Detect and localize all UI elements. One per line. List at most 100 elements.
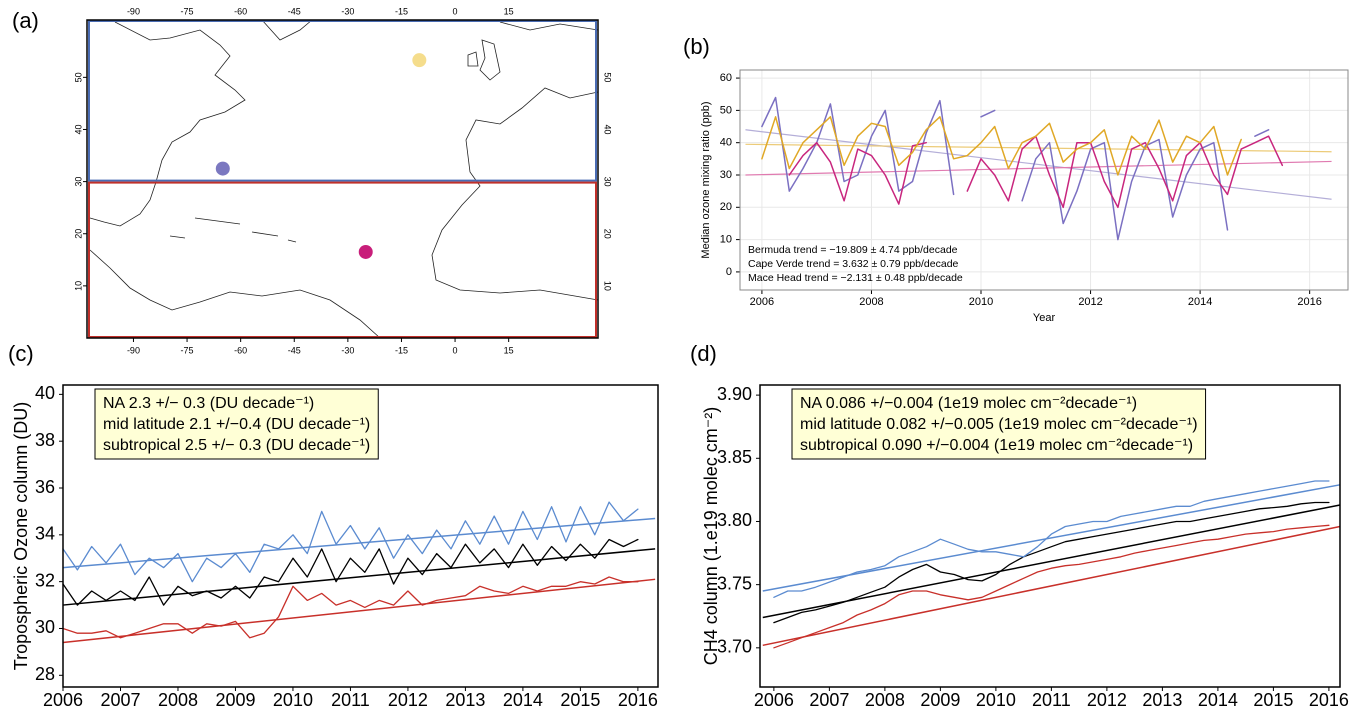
lon-tick-label: 15 (504, 6, 514, 16)
x-tick-label: 2006 (750, 296, 774, 308)
plot-frame (62, 384, 659, 688)
coastline (467, 21, 599, 81)
panel-label: (d) (690, 341, 717, 366)
lat-tick-label: 30 (603, 177, 613, 187)
map-frame (86, 19, 599, 339)
lon-tick-label: -30 (341, 6, 354, 16)
x-tick-label: 2016 (1297, 296, 1321, 308)
legend: NA 2.3 +/− 0.3 (DU decade⁻¹) mid latitude… (94, 388, 379, 460)
lat-tick-label: 50 (73, 72, 83, 82)
trend-line (762, 504, 1341, 619)
x-tick-label: 2016 (1309, 690, 1349, 710)
x-tick-label: 2015 (1253, 690, 1293, 710)
legend-entry: subtropical 0.090 +/−0.004 (1e19 molec c… (800, 437, 1193, 454)
x-tick-label: 2007 (100, 690, 140, 710)
coastline (261, 19, 313, 41)
legend-entry: NA 2.3 +/− 0.3 (DU decade⁻¹) (103, 395, 314, 412)
lon-tick-label: 15 (504, 345, 514, 355)
x-tick-label: 2009 (920, 690, 960, 710)
y-tick-label: 30 (720, 169, 732, 181)
lat-tick-label: 40 (603, 124, 613, 134)
lon-tick-label: -60 (234, 6, 247, 16)
x-tick-label: 2009 (215, 690, 255, 710)
site-marker (358, 244, 373, 259)
region-box (88, 20, 597, 182)
legend-entry: mid latitude 2.1 +/−0.4 (DU decade⁻¹) (103, 416, 370, 433)
y-axis-title: Tropospheric Ozone column (DU) (11, 402, 31, 670)
lon-tick-label: -45 (288, 6, 301, 16)
lat-tick-label: 40 (73, 124, 83, 134)
trend-line (62, 517, 656, 569)
lon-tick-label: 0 (453, 6, 458, 16)
series-line (788, 135, 1284, 209)
legend-box (791, 388, 1207, 460)
x-tick-label: 2014 (1198, 690, 1238, 710)
coastline (169, 217, 297, 243)
x-axis-title: Year (1033, 312, 1056, 324)
coastline (89, 249, 381, 339)
x-tick-label: 2013 (1142, 690, 1182, 710)
trend-line (62, 578, 656, 644)
y-tick-label: 40 (35, 383, 55, 403)
x-tick-label: 2014 (1188, 296, 1212, 308)
trend-line (745, 160, 1332, 176)
x-tick-label: 2007 (809, 690, 849, 710)
lon-tick-label: -90 (127, 345, 140, 355)
y-tick-label: 40 (720, 137, 732, 149)
y-tick-label: 10 (720, 234, 732, 246)
lat-tick-label: 50 (603, 72, 613, 82)
legend-entry: subtropical 2.5 +/− 0.3 (DU decade⁻¹) (103, 437, 370, 454)
legend-entry: mid latitude 0.082 +/−0.005 (1e19 molec … (800, 416, 1198, 433)
lon-tick-label: -60 (234, 345, 247, 355)
series-line (761, 116, 1242, 176)
coastline (431, 87, 599, 301)
x-tick-label: 2006 (43, 690, 83, 710)
panel-label: (a) (12, 8, 39, 33)
y-tick-label: 3.75 (717, 573, 752, 593)
series-line (62, 576, 639, 639)
trend-line (745, 143, 1332, 153)
lat-tick-label: 20 (73, 229, 83, 239)
y-tick-label: 50 (720, 104, 732, 116)
y-tick-label: 3.70 (717, 637, 752, 657)
y-tick-label: 0 (726, 266, 732, 278)
x-tick-label: 2013 (445, 690, 485, 710)
plot-frame (739, 69, 1349, 291)
plot-frame (759, 384, 1341, 688)
y-tick-label: 60 (720, 72, 732, 84)
trend-line (762, 525, 1341, 647)
panel-label: (b) (683, 34, 710, 59)
y-tick-label: 3.80 (717, 510, 752, 530)
trend-line (762, 484, 1341, 592)
x-tick-label: 2010 (969, 296, 993, 308)
x-tick-label: 2016 (618, 690, 658, 710)
x-tick-label: 2008 (865, 690, 905, 710)
region-box (88, 181, 597, 338)
lon-tick-label: -15 (395, 345, 408, 355)
legend: NA 0.086 +/−0.004 (1e19 molec cm⁻²decade… (791, 388, 1207, 460)
trend-line (62, 548, 656, 606)
lat-tick-label: 30 (73, 177, 83, 187)
y-tick-label: 34 (35, 524, 55, 544)
x-tick-label: 2012 (1087, 690, 1127, 710)
x-tick-label: 2014 (503, 690, 543, 710)
x-tick-label: 2010 (273, 690, 313, 710)
coastline (89, 21, 246, 227)
lon-tick-label: -90 (127, 6, 140, 16)
y-tick-label: 38 (35, 430, 55, 450)
site-marker (412, 53, 427, 68)
x-tick-label: 2008 (158, 690, 198, 710)
series-line (773, 501, 1330, 624)
panel-label: (c) (8, 341, 34, 366)
y-tick-label: 32 (35, 570, 55, 590)
y-tick-label: 3.85 (717, 447, 752, 467)
legend-entry: Cape Verde trend = 3.632 ± 0.79 ppb/deca… (748, 258, 959, 270)
series-line (773, 480, 1330, 598)
y-tick-label: 3.90 (717, 384, 752, 404)
y-axis-title: Median ozone mixing ratio (ppb) (700, 101, 712, 258)
lat-tick-label: 10 (73, 281, 83, 291)
y-tick-label: 30 (35, 617, 55, 637)
x-tick-label: 2011 (331, 690, 370, 710)
lat-tick-label: 10 (603, 281, 613, 291)
